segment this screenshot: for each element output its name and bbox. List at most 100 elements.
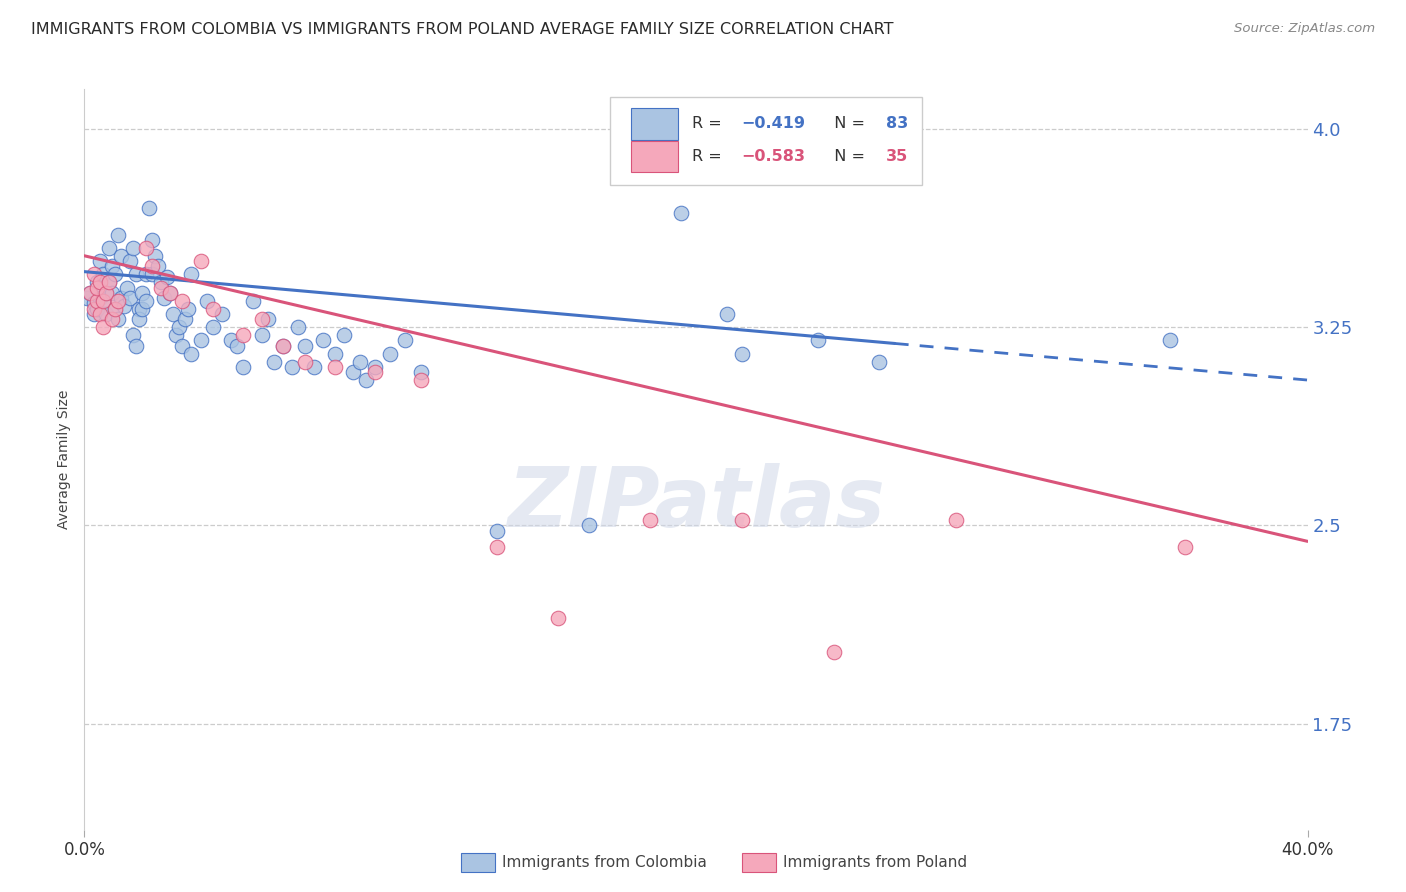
Text: R =: R = bbox=[692, 117, 727, 131]
Point bbox=[263, 354, 285, 368]
Point bbox=[156, 269, 179, 284]
Text: Source: ZipAtlas.com: Source: ZipAtlas.com bbox=[1234, 22, 1375, 36]
Text: IMMIGRANTS FROM COLOMBIA VS IMMIGRANTS FROM POLAND AVERAGE FAMILY SIZE CORRELATI: IMMIGRANTS FROM COLOMBIA VS IMMIGRANTS F… bbox=[31, 22, 893, 37]
Point bbox=[486, 540, 509, 554]
FancyBboxPatch shape bbox=[610, 96, 922, 186]
Point bbox=[354, 373, 377, 387]
Point bbox=[104, 268, 127, 282]
Point bbox=[172, 339, 194, 353]
Point bbox=[91, 268, 114, 282]
Point bbox=[349, 354, 371, 368]
Point bbox=[128, 301, 150, 316]
Point bbox=[97, 275, 120, 289]
Text: N =: N = bbox=[824, 149, 870, 164]
Point bbox=[250, 328, 273, 343]
Text: N =: N = bbox=[824, 117, 870, 131]
Point bbox=[135, 268, 157, 282]
Point bbox=[125, 268, 148, 282]
Point bbox=[115, 280, 138, 294]
Point bbox=[104, 301, 127, 316]
Point bbox=[716, 307, 738, 321]
Point bbox=[159, 285, 181, 300]
Point bbox=[101, 312, 124, 326]
Point bbox=[281, 359, 304, 374]
Point bbox=[135, 293, 157, 308]
Point bbox=[89, 291, 111, 305]
Point bbox=[104, 301, 127, 316]
Point bbox=[195, 293, 218, 308]
Point bbox=[107, 293, 129, 308]
Point bbox=[669, 206, 692, 220]
Text: Immigrants from Colombia: Immigrants from Colombia bbox=[502, 855, 707, 870]
Point bbox=[110, 291, 132, 305]
Point bbox=[135, 241, 157, 255]
Point bbox=[409, 373, 432, 387]
Point bbox=[294, 354, 316, 368]
Point bbox=[219, 334, 242, 348]
Point bbox=[149, 280, 172, 294]
Point bbox=[89, 254, 111, 268]
Point bbox=[486, 524, 509, 538]
Point bbox=[86, 301, 108, 316]
Point bbox=[731, 346, 754, 360]
Point bbox=[149, 275, 172, 289]
Point bbox=[79, 285, 101, 300]
Point bbox=[107, 227, 129, 242]
Point bbox=[257, 312, 280, 326]
Point bbox=[79, 285, 101, 300]
Point bbox=[364, 365, 387, 379]
Text: R =: R = bbox=[692, 149, 727, 164]
Point bbox=[807, 334, 830, 348]
Point bbox=[122, 328, 145, 343]
Point bbox=[731, 513, 754, 527]
Point bbox=[250, 312, 273, 326]
Point bbox=[180, 268, 202, 282]
Point bbox=[120, 254, 142, 268]
Text: Immigrants from Poland: Immigrants from Poland bbox=[783, 855, 967, 870]
Point bbox=[578, 518, 600, 533]
Point bbox=[333, 328, 356, 343]
Y-axis label: Average Family Size: Average Family Size bbox=[58, 390, 72, 529]
Point bbox=[159, 285, 181, 300]
Point bbox=[120, 291, 142, 305]
Point bbox=[232, 328, 254, 343]
Point bbox=[323, 346, 346, 360]
Point bbox=[101, 285, 124, 300]
Text: −0.583: −0.583 bbox=[741, 149, 806, 164]
Point bbox=[242, 293, 264, 308]
Point bbox=[547, 611, 569, 625]
FancyBboxPatch shape bbox=[631, 109, 678, 139]
Point bbox=[91, 320, 114, 334]
Point bbox=[141, 268, 163, 282]
Point bbox=[312, 334, 335, 348]
Point bbox=[945, 513, 967, 527]
Point bbox=[364, 359, 387, 374]
Point bbox=[86, 280, 108, 294]
Point bbox=[409, 365, 432, 379]
Point bbox=[869, 354, 891, 368]
Point bbox=[83, 268, 105, 282]
Point bbox=[94, 307, 117, 321]
Point bbox=[287, 320, 309, 334]
Point bbox=[86, 275, 108, 289]
Point bbox=[323, 359, 346, 374]
Point bbox=[131, 285, 153, 300]
Point bbox=[83, 301, 105, 316]
Point bbox=[302, 359, 325, 374]
Point bbox=[141, 233, 163, 247]
Point bbox=[174, 312, 197, 326]
Point bbox=[97, 241, 120, 255]
Point bbox=[180, 346, 202, 360]
Point bbox=[97, 275, 120, 289]
Point bbox=[110, 249, 132, 263]
Point bbox=[141, 260, 163, 274]
Point bbox=[172, 293, 194, 308]
Point bbox=[153, 291, 176, 305]
Point bbox=[1159, 334, 1181, 348]
Point bbox=[211, 307, 233, 321]
Point bbox=[165, 328, 187, 343]
Point bbox=[146, 260, 169, 274]
Point bbox=[89, 275, 111, 289]
Point bbox=[201, 320, 224, 334]
Point bbox=[177, 301, 200, 316]
